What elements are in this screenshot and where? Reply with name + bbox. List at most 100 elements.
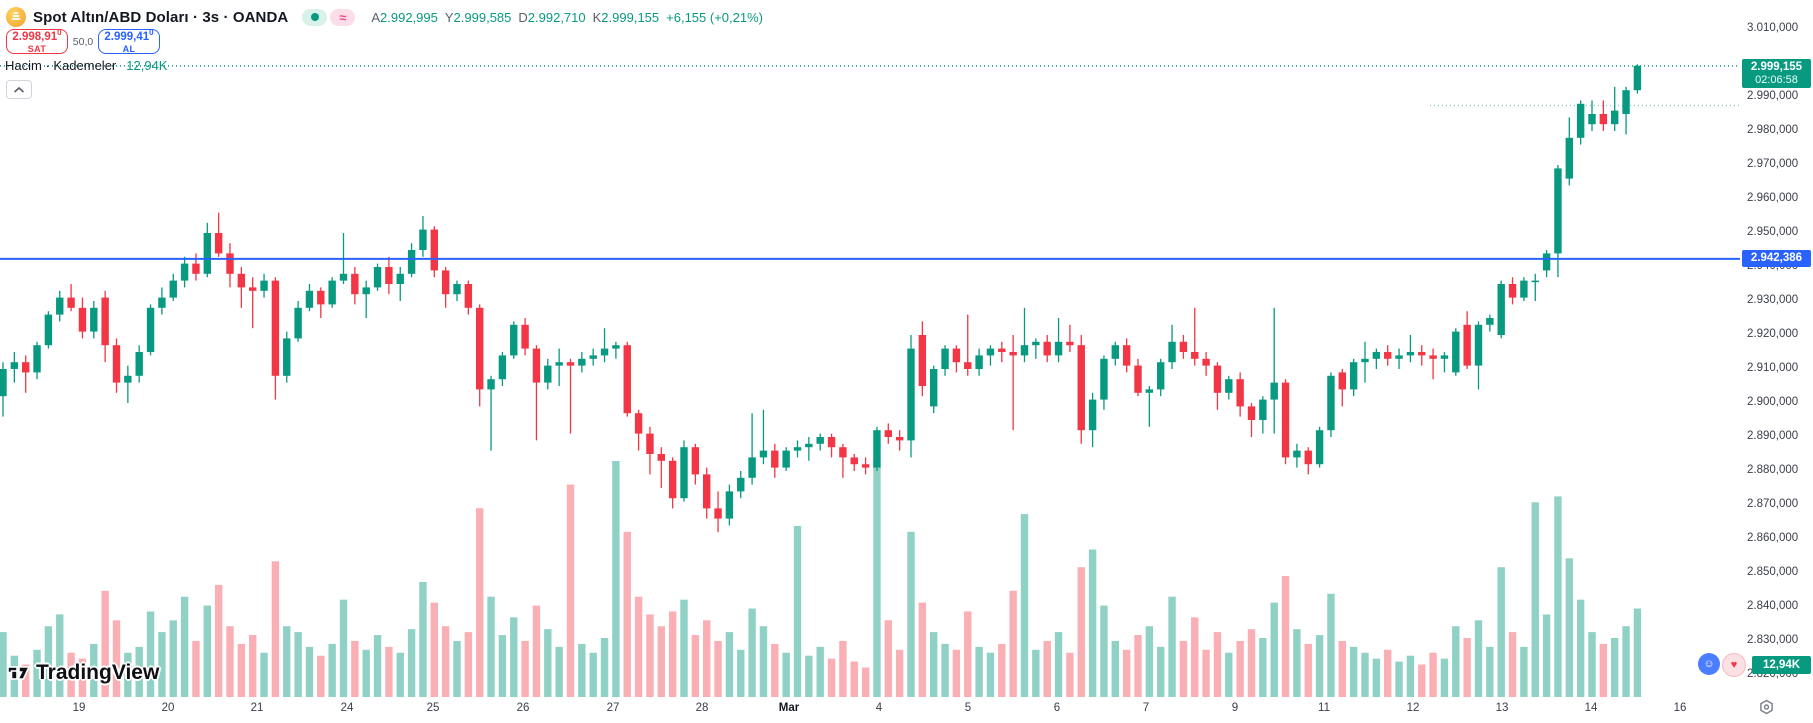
volume-bar <box>1474 620 1483 697</box>
candle-body <box>861 464 870 468</box>
market-open-status-icon[interactable] <box>302 8 328 26</box>
candle-body <box>1043 341 1051 356</box>
collapse-legend-button[interactable] <box>6 80 32 99</box>
volume-bar <box>192 640 200 697</box>
volume-bar <box>680 599 688 697</box>
candle-body <box>1474 324 1483 366</box>
candle-body <box>1157 362 1165 390</box>
candle-body <box>1554 168 1562 254</box>
delayed-data-icon[interactable]: ≈ <box>330 8 356 26</box>
candle-body <box>589 355 597 359</box>
candle-body <box>510 324 518 356</box>
volume-bar <box>1384 649 1392 697</box>
volume-bar <box>419 581 427 697</box>
candle-body <box>192 263 200 274</box>
candle-body <box>827 437 836 448</box>
volume-bar <box>1225 652 1233 697</box>
volume-bar <box>998 643 1006 697</box>
volume-bar <box>703 620 711 697</box>
price-axis[interactable]: 3.010,000 2.990,000 2.980,000 2.970,000 2.96… <box>1740 0 1813 698</box>
candle-body <box>839 447 847 458</box>
volume-bar <box>964 611 972 697</box>
candle-body <box>33 345 41 373</box>
time-tick-label: 24 <box>340 702 354 714</box>
volume-bar <box>986 652 995 697</box>
time-tick-label: 5 <box>964 702 972 714</box>
indicator-name[interactable]: Hacim · Kademeler <box>5 58 117 73</box>
symbol-title[interactable]: Spot Altın/ABD Doları · 3s · OANDA <box>33 8 289 26</box>
candle-body <box>135 352 143 376</box>
low-label: D <box>518 9 528 25</box>
volume-bar <box>1531 502 1539 697</box>
buy-button[interactable]: 2.999,410 AL <box>98 29 160 54</box>
volume-bar <box>578 643 586 697</box>
time-tick-label: 28 <box>695 702 709 714</box>
candle-body <box>1077 345 1085 431</box>
volume-bar <box>1213 632 1222 697</box>
volume-badge: 12,94K <box>1752 656 1811 674</box>
candle-body <box>1463 324 1471 366</box>
volume-bar <box>555 646 563 697</box>
candle-body <box>180 263 189 281</box>
axis-settings-gear-icon[interactable] <box>1758 699 1775 716</box>
volume-bar <box>1440 658 1449 697</box>
alert-price-badge[interactable]: 2.942,386 <box>1742 250 1811 268</box>
time-tick-label: 13 <box>1495 702 1509 714</box>
candle-body <box>1452 331 1460 373</box>
volume-bar <box>1372 658 1381 697</box>
volume-bar <box>1633 608 1642 697</box>
candle-body <box>793 447 802 451</box>
price-tick-label: 2.990,000 <box>1747 90 1799 102</box>
candle-body <box>1542 253 1551 271</box>
candle-body <box>1384 352 1392 359</box>
volume-bar <box>1009 590 1017 697</box>
chart-canvas[interactable] <box>0 0 1740 723</box>
candle-body <box>532 348 541 383</box>
open-value: 2.992,995 <box>380 9 438 25</box>
reaction-emoji-blue-icon[interactable]: ☺ <box>1698 653 1720 675</box>
volume-bar <box>714 640 722 697</box>
volume-bar <box>317 655 325 697</box>
volume-bar <box>294 632 302 697</box>
candle-body <box>930 369 938 407</box>
volume-bar <box>476 508 484 697</box>
candle-body <box>1134 365 1142 393</box>
candle-body <box>1327 375 1335 431</box>
time-tick-label: 7 <box>1142 702 1150 714</box>
reaction-emoji-heart-icon[interactable]: ♥ <box>1722 653 1746 677</box>
volume-bar <box>748 608 756 697</box>
volume-bar <box>1270 602 1278 697</box>
volume-bar <box>941 643 949 697</box>
volume-bar <box>487 596 495 697</box>
candle-body <box>385 267 393 284</box>
candle-body <box>1122 345 1131 366</box>
volume-bar <box>351 640 359 697</box>
candle-body <box>1315 430 1324 465</box>
volume-bar <box>339 599 348 697</box>
candle-body <box>260 280 268 291</box>
volume-bar <box>328 643 336 697</box>
volume-bar <box>566 484 575 697</box>
volume-bar <box>1463 638 1471 697</box>
open-label: A <box>371 9 381 25</box>
volume-bar <box>1236 640 1244 697</box>
high-value: 2.999,585 <box>453 9 512 25</box>
volume-bar <box>1145 626 1154 697</box>
candle-body <box>600 348 609 356</box>
volume-bar <box>214 584 223 697</box>
green-dot-icon <box>310 13 319 21</box>
volume-bar <box>1293 629 1301 697</box>
volume-bar <box>158 632 166 697</box>
sell-button[interactable]: 2.998,910 SAT <box>6 29 68 54</box>
candle-body <box>907 348 915 441</box>
volume-bar <box>1327 593 1335 697</box>
candle-body <box>816 437 824 444</box>
candle-body <box>964 362 972 369</box>
candle-body <box>759 450 768 458</box>
volume-bar <box>816 646 824 697</box>
time-tick-label: 11 <box>1318 702 1330 714</box>
volume-bar <box>1520 646 1528 697</box>
time-axis[interactable]: 19 20 21 24 25 26 27 28 Mar 4 5 6 7 9 11 12 13 14 16 <box>0 698 1813 723</box>
volume-bar <box>646 614 654 697</box>
candle-body <box>1599 114 1608 125</box>
